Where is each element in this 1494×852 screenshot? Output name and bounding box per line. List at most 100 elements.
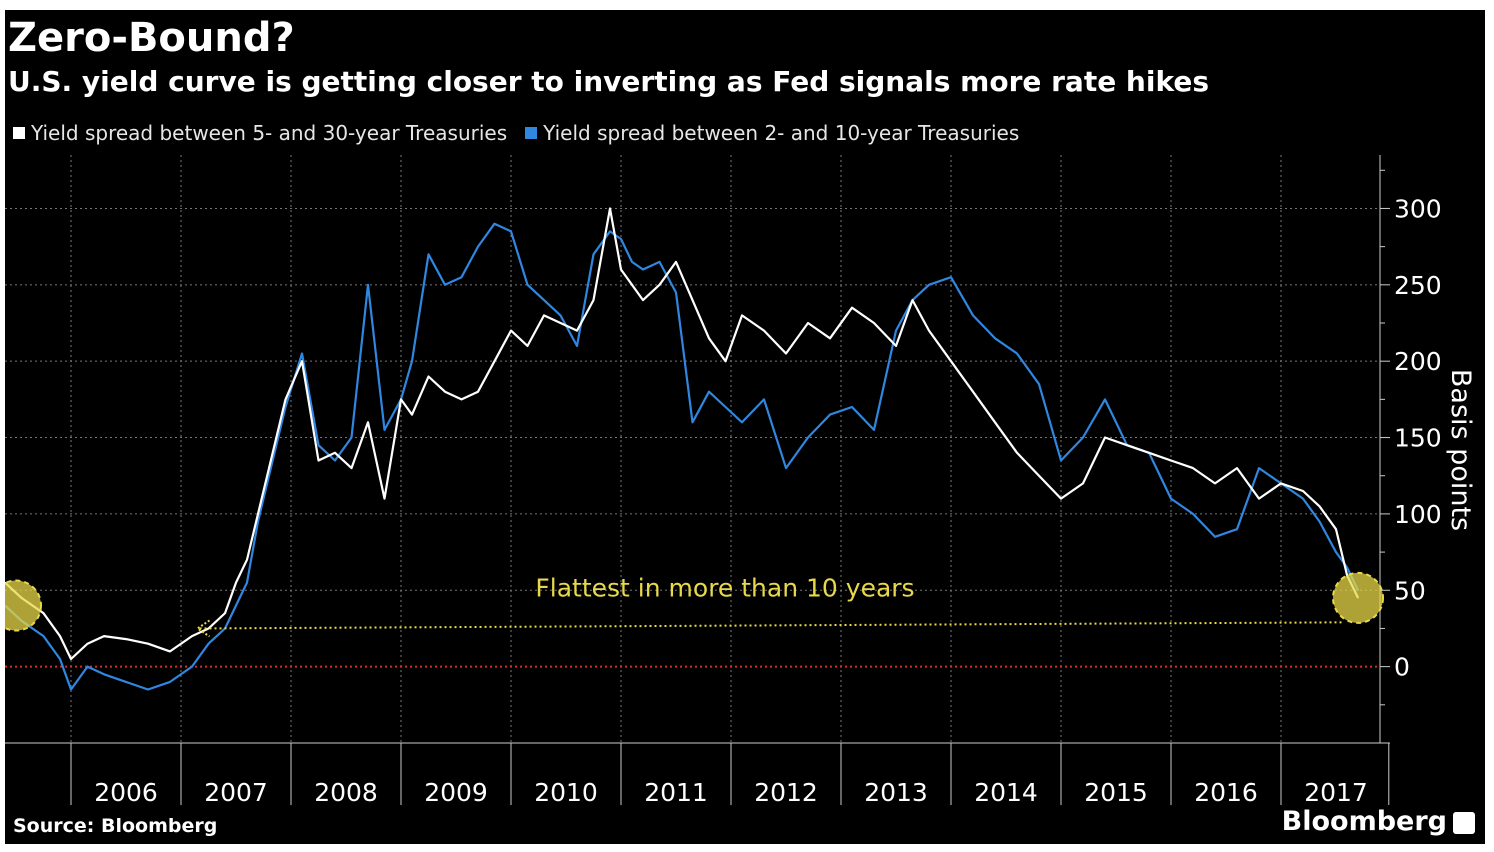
series-2-10-line-point bbox=[994, 337, 996, 339]
series-5-30-line-point bbox=[246, 559, 248, 561]
series-5-30-line-point bbox=[125, 638, 127, 640]
series-2-10-line-point bbox=[59, 658, 61, 660]
y-tick-label: 200 bbox=[1394, 347, 1442, 376]
series-2-10-line-point bbox=[191, 666, 193, 668]
series-2-10-line-point bbox=[235, 604, 237, 607]
series-5-30-line-point bbox=[383, 498, 386, 500]
series-5-30-line-point bbox=[785, 352, 787, 355]
series-2-10-line-point bbox=[284, 406, 287, 408]
series-5-30-line-point bbox=[191, 635, 193, 637]
series-5-30-line-point bbox=[1192, 467, 1194, 469]
x-tick-label: 2006 bbox=[94, 778, 158, 807]
highlight-circle-2017 bbox=[1332, 571, 1384, 624]
series-2-10-line-point bbox=[559, 314, 562, 316]
series-2-10-line-point bbox=[950, 276, 952, 278]
series-2-10-line-point bbox=[1318, 520, 1321, 523]
series-5-30-line-point bbox=[268, 467, 270, 469]
series-2-10-line-point bbox=[526, 284, 529, 286]
series-2-10-line-point bbox=[367, 284, 369, 286]
x-tick-label: 2007 bbox=[204, 778, 268, 807]
series-5-30-line-point bbox=[543, 314, 545, 316]
series-5-30-line-point bbox=[70, 658, 72, 660]
annotation-arrow-line bbox=[197, 621, 1342, 630]
series-5-30-line-point bbox=[1302, 490, 1304, 492]
series-5-30-line-point bbox=[691, 299, 694, 301]
x-tick-label: 2017 bbox=[1304, 778, 1368, 807]
y-tick-label: 300 bbox=[1394, 194, 1442, 223]
series-5-30-line-point bbox=[895, 345, 897, 347]
series-2-10-line-point bbox=[873, 429, 875, 431]
series-2-10-line-point bbox=[1346, 566, 1348, 568]
bloomberg-logo-text: Bloomberg bbox=[1281, 806, 1447, 837]
series-2-10-line-point bbox=[1038, 383, 1040, 385]
x-tick-label: 2009 bbox=[424, 778, 488, 807]
series-2-10-line-point bbox=[125, 681, 127, 683]
series-5-30-line-point bbox=[103, 635, 105, 637]
series-2-10-line-point bbox=[1214, 536, 1216, 538]
series-2-10-line-point bbox=[785, 467, 787, 469]
line-chart: 2006 2007 2008 2009 2010 2011 2012 2013 2014 2015… bbox=[5, 155, 1476, 807]
series-5-30-line-point bbox=[284, 398, 287, 400]
legend-item-5-30: Yield spread between 5- and 30-year Trea… bbox=[13, 120, 507, 146]
series-5-30-line-point bbox=[1016, 452, 1018, 454]
source-label: Source: Bloomberg bbox=[13, 815, 218, 837]
series-5-30-line-point bbox=[493, 360, 496, 362]
y-tick-label: 0 bbox=[1394, 653, 1410, 682]
series-2-10-line-point bbox=[708, 391, 710, 393]
x-tick-label: 2014 bbox=[974, 778, 1038, 807]
series-2-10-line-point bbox=[411, 360, 413, 362]
series-2-10-line-point bbox=[1170, 498, 1172, 500]
series-2-10-line-point bbox=[477, 246, 479, 248]
series-2-10-line-point bbox=[460, 276, 463, 278]
series-5-30-line-point bbox=[301, 360, 303, 362]
series-5-30-line-point bbox=[911, 299, 914, 301]
series-5-30-line-point bbox=[526, 345, 529, 347]
series-5-30-line-point bbox=[851, 307, 853, 309]
series-2-10-line-point bbox=[1236, 528, 1238, 530]
x-tick-label: 2016 bbox=[1194, 778, 1258, 807]
y-tick-label: 150 bbox=[1394, 424, 1442, 453]
series-5-30-line-point bbox=[1170, 459, 1172, 462]
x-tick-label: 2012 bbox=[754, 778, 818, 807]
series-5-30-line-point bbox=[1318, 505, 1321, 507]
bloomberg-logo-icon bbox=[1453, 812, 1475, 834]
series-2-10-line bbox=[5, 222, 1359, 691]
series-5-30-line-point bbox=[1082, 482, 1084, 484]
series-5-30-line-point bbox=[317, 459, 320, 462]
series-5-30-line-point bbox=[994, 421, 996, 423]
series-2-10-line-point bbox=[268, 475, 270, 477]
series-5-30-line-point bbox=[576, 330, 578, 332]
series-5-30-line-point bbox=[510, 330, 512, 332]
series-2-10-line-point bbox=[383, 429, 386, 431]
series-2-10-line-point bbox=[1082, 436, 1084, 439]
series-2-10-line-point bbox=[86, 666, 89, 668]
series-5-30-line-point bbox=[1346, 574, 1348, 576]
series-5-30-line-point bbox=[1060, 498, 1062, 500]
series-2-10-line-point bbox=[427, 253, 430, 255]
series-5-30-line-point bbox=[477, 391, 479, 393]
x-tick-label: 2013 bbox=[864, 778, 928, 807]
series-5-30-line-point bbox=[147, 643, 149, 645]
chart-title: Zero-Bound? bbox=[8, 15, 295, 61]
series-2-10-line-point bbox=[1335, 551, 1337, 553]
series-5-30-line-point bbox=[42, 612, 45, 614]
series-5-30-line-point bbox=[59, 635, 61, 637]
series-5-30-line-point bbox=[1038, 475, 1040, 477]
series-5-30-line-point bbox=[708, 337, 710, 339]
series-5-30-line-point bbox=[928, 330, 930, 332]
series-2-10-line-point bbox=[207, 643, 210, 645]
series-2-10-line-point bbox=[829, 414, 831, 416]
series-2-10-line-point bbox=[724, 406, 727, 408]
series-2-10-line-point bbox=[246, 582, 248, 584]
series-2-10-line-point bbox=[493, 223, 496, 225]
series-2-10-line-point bbox=[350, 436, 353, 439]
series-5-30-line-point bbox=[411, 414, 413, 416]
series-5-30-line-point bbox=[724, 360, 727, 362]
series-5-30-line-point bbox=[631, 284, 633, 286]
series-2-10-line-point bbox=[592, 253, 595, 255]
series-2-10-line-point bbox=[1302, 498, 1304, 500]
series-5-30-line-point bbox=[1148, 452, 1150, 454]
legend-label-5-30: Yield spread between 5- and 30-year Trea… bbox=[31, 121, 508, 145]
series-2-10-line-point bbox=[70, 688, 72, 691]
series-2-10-line-point bbox=[257, 520, 259, 523]
